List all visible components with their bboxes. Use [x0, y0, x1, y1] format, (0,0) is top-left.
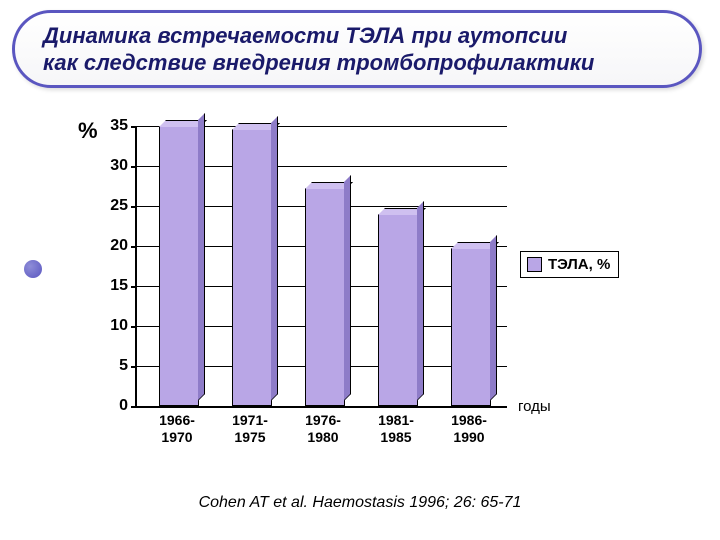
bar-side-face	[198, 113, 205, 401]
title-line-2: как следствие внедрения тромбопрофилакти…	[43, 50, 594, 75]
bar	[451, 248, 491, 406]
y-tick	[131, 246, 137, 248]
y-tick	[131, 406, 137, 408]
y-tick	[131, 366, 137, 368]
title-container: Динамика встречаемости ТЭЛА при аутопсии…	[12, 10, 702, 88]
y-tick-label: 0	[88, 397, 128, 415]
bar-front-face	[378, 214, 418, 406]
x-tick-label: 1966-1970	[141, 412, 213, 446]
bar	[232, 129, 272, 406]
y-tick	[131, 286, 137, 288]
x-tick-label: 1981-1985	[360, 412, 432, 446]
y-tick-label: 25	[88, 197, 128, 215]
legend-label: ТЭЛА, %	[548, 256, 610, 273]
y-tick	[131, 326, 137, 328]
y-tick-label: 30	[88, 157, 128, 175]
bar-front-face	[159, 126, 199, 406]
y-tick	[131, 126, 137, 128]
x-tick-label: 1986-1990	[433, 412, 505, 446]
citation: Cohen AT et al. Haemostasis 1996; 26: 65…	[0, 494, 720, 512]
bar-side-face	[344, 175, 351, 401]
slide-title: Динамика встречаемости ТЭЛА при аутопсии…	[43, 22, 594, 77]
y-tick-label: 35	[88, 117, 128, 135]
bar-front-face	[451, 248, 491, 406]
y-tick-label: 15	[88, 277, 128, 295]
bar	[159, 126, 199, 406]
legend: ТЭЛА, %	[520, 251, 619, 278]
bar-side-face	[271, 116, 278, 401]
bar-chart: % 05101520253035 1966-19701971-19751976-…	[80, 118, 640, 448]
x-tick-label: 1976-1980	[287, 412, 359, 446]
bar-side-face	[417, 201, 424, 401]
y-tick	[131, 166, 137, 168]
x-axis-label: годы	[518, 398, 551, 415]
y-tick	[131, 206, 137, 208]
y-tick-label: 5	[88, 357, 128, 375]
bar	[378, 214, 418, 406]
bar	[305, 188, 345, 406]
legend-swatch	[527, 257, 542, 272]
y-tick-label: 20	[88, 237, 128, 255]
title-line-1: Динамика встречаемости ТЭЛА при аутопсии	[43, 23, 567, 48]
accent-bullet	[24, 260, 42, 278]
y-tick-label: 10	[88, 317, 128, 335]
bar-front-face	[232, 129, 272, 406]
bar-side-face	[490, 235, 497, 401]
plot-region	[135, 126, 507, 408]
bar-front-face	[305, 188, 345, 406]
x-tick-label: 1971-1975	[214, 412, 286, 446]
